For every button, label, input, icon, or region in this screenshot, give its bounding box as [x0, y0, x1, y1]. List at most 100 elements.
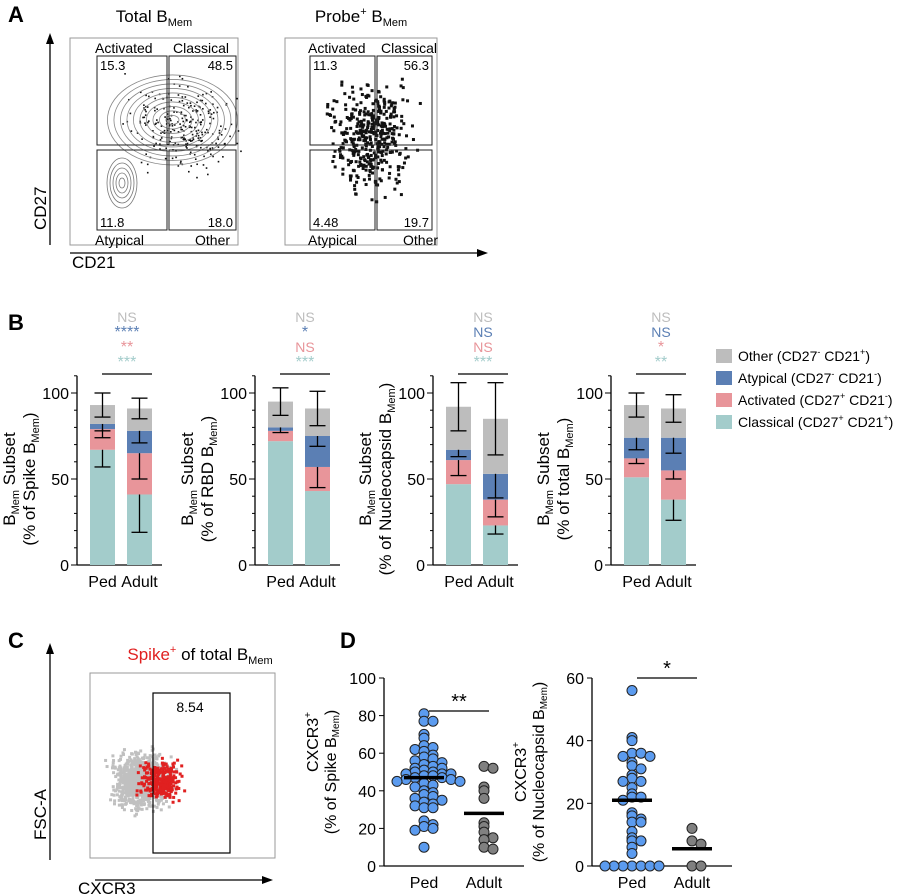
data-point-ped [454, 775, 466, 787]
event-dot [362, 110, 366, 114]
event-dot [194, 126, 196, 129]
legend-item: Activated (CD27+ CD21-) [716, 391, 893, 408]
event-dot [112, 788, 116, 792]
event-dot [359, 128, 363, 132]
event-dot [115, 793, 119, 797]
gate-classical [376, 55, 433, 146]
event-dot [332, 154, 336, 158]
event-dot [122, 123, 124, 125]
event-dot [218, 129, 221, 132]
text-part: + [838, 413, 843, 423]
event-dot [383, 141, 387, 145]
event-dot [180, 160, 182, 163]
event-dot [190, 116, 192, 118]
highlight-event-dot [166, 768, 170, 772]
event-dot [139, 801, 143, 805]
highlight-event-dot [153, 765, 157, 769]
event-dot [154, 123, 157, 125]
data-point-ped [409, 824, 421, 836]
event-dot [205, 167, 208, 169]
event-dot [177, 94, 180, 96]
highlight-event-dot [153, 769, 157, 773]
event-dot [378, 131, 382, 135]
event-dot [392, 115, 396, 119]
event-dot [364, 128, 368, 132]
event-dot [111, 761, 115, 765]
event-dot [364, 142, 368, 146]
event-dot [125, 793, 129, 797]
event-dot [380, 168, 384, 172]
event-dot [155, 142, 157, 145]
event-dot [333, 165, 337, 169]
event-dot [236, 142, 239, 145]
event-dot [182, 120, 185, 123]
event-dot [224, 142, 226, 145]
event-dot [385, 136, 389, 140]
event-dot [144, 798, 148, 802]
highlight-event-dot [156, 774, 160, 778]
event-dot [366, 93, 370, 97]
event-dot [116, 768, 120, 772]
contour-line [139, 97, 206, 143]
event-dot [163, 132, 166, 134]
event-dot [209, 147, 212, 150]
event-dot [158, 752, 162, 756]
event-dot [339, 153, 343, 157]
event-dot [354, 149, 358, 153]
event-dot [371, 108, 375, 112]
arrow-head [262, 876, 273, 884]
event-dot [355, 180, 359, 184]
highlight-event-dot [150, 781, 154, 785]
event-dot [177, 165, 180, 167]
event-dot [171, 128, 174, 131]
highlight-event-dot [168, 782, 172, 786]
event-dot [382, 112, 386, 116]
event-dot [181, 128, 184, 131]
text-part: CXCR3 [305, 718, 322, 772]
data-point-ped [409, 800, 421, 812]
event-dot [411, 138, 415, 142]
gate-name-classical: Classical [173, 40, 229, 56]
event-dot [146, 106, 149, 108]
event-dot [391, 136, 395, 140]
panel-letter-D: D [340, 628, 356, 653]
event-dot [201, 131, 203, 134]
y-tick-label: 100 [349, 671, 376, 688]
event-dot [326, 105, 330, 109]
contour-line [107, 74, 238, 166]
highlight-event-dot [144, 766, 148, 770]
event-dot [141, 768, 145, 772]
event-dot [187, 85, 189, 88]
flow-plot-1: Total BMem 15.3 Activated 48.5 Classical 11.8… [69, 7, 242, 248]
highlight-event-dot [163, 766, 167, 770]
event-dot [167, 772, 171, 776]
event-dot [127, 769, 131, 773]
event-dot [128, 755, 132, 759]
event-dot [189, 125, 191, 128]
event-dot [140, 760, 144, 764]
significance-label-classical: *** [118, 354, 137, 371]
event-dot [159, 798, 163, 802]
event-dot [150, 745, 154, 749]
contour-line [118, 177, 126, 189]
y-tick-label: 20 [358, 821, 376, 838]
event-dot [358, 156, 362, 160]
event-dot [152, 795, 156, 799]
event-dot [350, 137, 354, 141]
event-dot [374, 98, 378, 102]
event-dot [130, 752, 134, 756]
event-dot [169, 755, 173, 759]
data-point-ped [653, 860, 665, 872]
event-dot [205, 102, 207, 105]
significance-label-activated: NS [473, 339, 492, 355]
event-dot [195, 121, 197, 124]
event-dot [387, 127, 391, 131]
highlight-event-dot [142, 766, 146, 770]
text-part: Mem [168, 17, 192, 29]
highlight-event-dot [157, 777, 161, 781]
event-dot [366, 110, 370, 114]
text-part: ) [323, 710, 340, 715]
gate-other [376, 149, 433, 231]
contour-line [106, 157, 138, 209]
